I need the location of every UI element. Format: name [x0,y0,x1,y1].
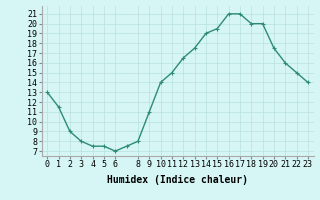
X-axis label: Humidex (Indice chaleur): Humidex (Indice chaleur) [107,175,248,185]
